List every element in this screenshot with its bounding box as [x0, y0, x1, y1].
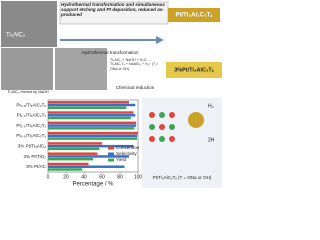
graphical-abstract: Ti₃AlC₂ Hydrothermal transformation and … [0, 0, 223, 189]
bar [48, 144, 134, 148]
legend-swatch [108, 152, 114, 156]
banner-wrap: Hydrothermal transformation and simultan… [61, 2, 165, 18]
bar [48, 131, 138, 135]
product-box [168, 8, 220, 22]
x-tick-label: 100 [134, 174, 143, 180]
bar [48, 142, 102, 145]
x-tick-label: 60 [99, 174, 105, 180]
x-axis-label: Percentage / % [72, 182, 114, 188]
sem-image [1, 48, 53, 90]
y-tick-label: 3% Pt/TiO₂ [23, 154, 46, 159]
lattice [149, 112, 204, 142]
bar [48, 121, 137, 125]
x-tick-label: 40 [81, 174, 87, 180]
legend-label: Yield [116, 157, 126, 162]
product-top: Pt/Ti₃Al₁C₂Tₓ [175, 13, 213, 19]
y-tick-label: 3% Pt/Ti₃AlC₂ [18, 144, 46, 149]
h2-label: H₂ [208, 103, 214, 109]
bar [48, 103, 136, 107]
bar [48, 111, 134, 114]
bar [48, 106, 127, 109]
y-tick-label: 3% Pt/AC [26, 164, 47, 169]
bar [48, 157, 93, 161]
step1: Hydrothermal transformation [81, 50, 139, 55]
sem-label: Ti₃AlC₂ [6, 33, 26, 39]
two-h-label: 2H [208, 137, 215, 143]
bar [48, 168, 83, 171]
y-tick-label: Pt₃.₀/Ti₃AlC₂Tₓ [16, 133, 46, 138]
bar [48, 155, 129, 158]
legend-label: Conversion [116, 145, 140, 150]
sem-image [55, 48, 107, 90]
bar [48, 101, 129, 104]
product-box [166, 62, 222, 78]
legend-swatch [108, 158, 114, 162]
x-tick-label: 80 [117, 174, 123, 180]
bar [48, 127, 135, 130]
product: 3%Pt/Ti₃AlC₂Tₓ [174, 67, 215, 73]
mechanism-label: Pt/Ti₃AlC₂Tₓ (T = ONa or OH) [153, 175, 212, 180]
equation-wrap: Ti₃AlC₂ + NaOH + H₂O → Ti₃AlC₂Tₓ + NaAlO… [110, 58, 159, 71]
legend-swatch [108, 146, 114, 150]
bar [48, 165, 125, 168]
bar [48, 162, 89, 166]
x-tick-label: 0 [47, 174, 50, 180]
x-tick-label: 20 [63, 174, 69, 180]
bar [48, 116, 131, 120]
y-tick-label: Pt₀.₅/Ti₃AlC₂Tₓ [16, 102, 46, 107]
step1-note: Ti₃AlC₂ etched by NaOH [7, 90, 49, 94]
mechanism-panel [142, 98, 222, 188]
bar [48, 124, 137, 127]
y-tick-label: Pt₂.₀/Ti₃AlC₂Tₓ [16, 123, 46, 128]
banner: Hydrothermal transformation and simultan… [61, 2, 165, 18]
bar [48, 137, 138, 140]
bar [48, 114, 136, 117]
bar [48, 147, 100, 151]
y-tick-label: Pt₁.₀/Ti₃AlC₂Tₓ [17, 113, 47, 118]
sem-image [1, 1, 57, 47]
bar [48, 134, 138, 138]
equation: Ti₃AlC₂ + NaOH + H₂O → Ti₃AlC₂Tₓ + NaAlO… [110, 58, 159, 71]
bar [48, 152, 98, 155]
step2: Chemical reduction [116, 85, 155, 90]
legend-label: Selectivity [116, 151, 137, 156]
